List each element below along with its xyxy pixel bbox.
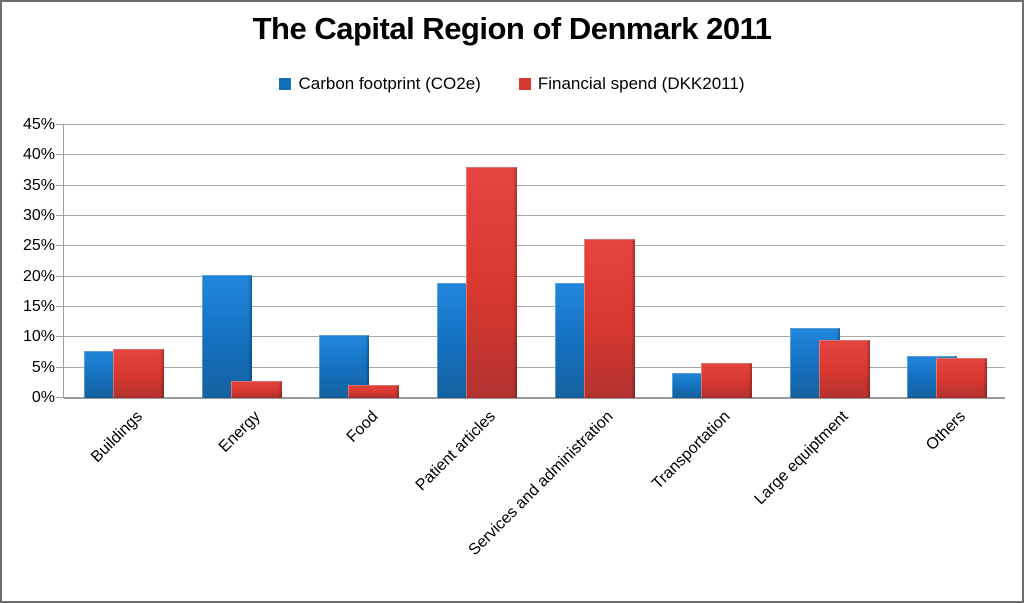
x-tick-label: Food [343,408,382,446]
y-tick-label: 40% [22,146,55,164]
y-axis-tick [56,215,64,216]
y-tick-label: 35% [22,176,55,194]
gridline [64,275,1005,277]
y-tick-label: 10% [22,328,55,346]
gridline [64,124,1005,125]
bar-group [417,125,535,398]
bar-series0-cat1 [201,275,252,398]
gridline [64,245,1005,247]
legend-item-financial-spend: Financial spend (DKK2011) [518,74,745,94]
y-axis-tick [56,245,64,247]
bar-series1-cat0 [113,349,164,398]
y-tick-label: 30% [22,207,55,224]
x-axis-line [64,397,1005,399]
bar-series1-cat4 [583,239,635,398]
legend-item-carbon-footprint: Carbon footprint (CO2e) [279,74,481,94]
legend-swatch-red-icon [518,78,531,90]
y-axis-tick [56,397,64,398]
legend-label-financial-spend: Financial spend (DKK2011) [537,74,745,93]
y-axis-tick [56,336,64,338]
x-tick-label: Buildings [87,408,146,466]
bar-series1-cat2 [348,385,400,398]
gridline [64,366,1005,368]
legend-label-carbon-footprint: Carbon footprint (CO2e) [298,74,481,93]
y-axis-tick [56,275,64,277]
bar-group [770,125,888,398]
bar-group [299,125,417,398]
y-tick-label: 20% [22,267,55,285]
gridline [64,336,1005,338]
gridline [64,215,1005,216]
y-tick-label: 25% [22,237,55,255]
bar-series1-cat7 [936,357,988,398]
y-axis: 0% 5% 10% 15% 20% 25% 30% 35% 40% 45% [2,116,55,406]
y-axis-tick [56,306,64,307]
x-tick-label: Others [923,408,970,454]
bar-series1-cat6 [818,340,870,398]
gridline [64,306,1005,307]
bar-group [64,125,182,398]
bar-group [182,125,300,398]
gridline [64,154,1005,156]
x-tick-label: Services and administration [465,408,617,560]
gridline [64,184,1005,186]
bar-group [535,125,653,398]
bar-series1-cat1 [230,381,282,398]
legend-swatch-blue-icon [279,78,292,90]
x-tick-label: Energy [215,408,264,456]
plot-area [56,124,1005,399]
y-axis-tick [56,366,64,368]
x-tick-label: Transportation [649,408,734,493]
x-tick-label: Large equiptment [751,408,852,509]
y-tick-label: 15% [22,298,55,315]
bar-series1-cat3 [465,166,517,398]
bar-group [652,125,770,398]
chart-title: The Capital Region of Denmark 2011 [252,11,772,46]
x-tick-label: Patient articles [412,408,499,495]
y-axis-tick [56,124,64,125]
y-tick-label: 0% [31,389,55,406]
y-tick-label: 45% [22,116,55,133]
bar-series1-cat5 [701,362,753,398]
y-axis-tick [56,154,64,156]
bar-group [887,125,1005,398]
legend: Carbon footprint (CO2e) Financial spend … [2,74,1022,94]
y-axis-tick [56,184,64,186]
y-tick-label: 5% [31,358,55,376]
